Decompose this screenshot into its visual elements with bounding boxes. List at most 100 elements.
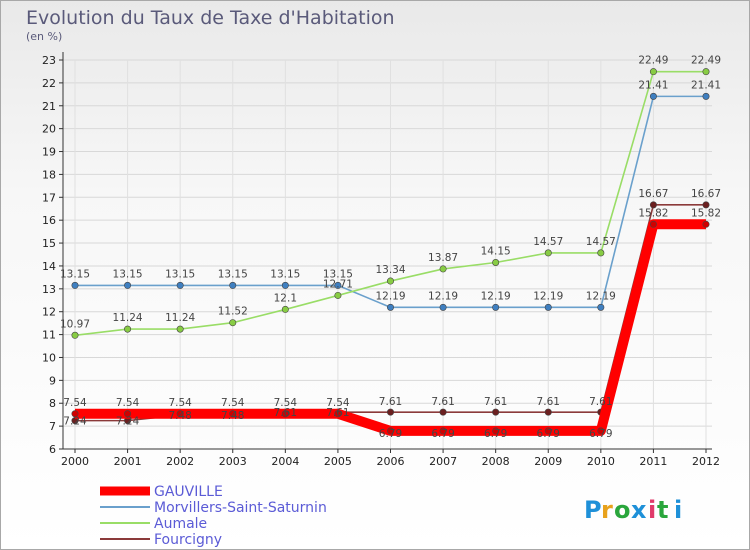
x-tick-label: 2008 xyxy=(482,455,510,468)
data-label: 7.48 xyxy=(168,410,191,422)
data-label: 7.54 xyxy=(221,397,245,409)
data-point xyxy=(439,408,447,416)
data-point xyxy=(386,408,394,416)
data-label: 7.24 xyxy=(116,416,140,428)
y-tick-label: 12 xyxy=(42,306,56,319)
data-point xyxy=(597,427,605,435)
data-label: 11.24 xyxy=(165,312,195,324)
data-label: 6.79 xyxy=(484,428,507,440)
data-point xyxy=(439,427,447,435)
data-point xyxy=(597,303,605,311)
data-point xyxy=(281,410,289,418)
data-label: 12.1 xyxy=(274,292,297,304)
logo-letter: i xyxy=(648,496,656,524)
x-tick-label: 2001 xyxy=(114,455,142,468)
data-label: 6.79 xyxy=(537,428,560,440)
data-label: 12.19 xyxy=(586,290,616,302)
data-point xyxy=(281,281,289,289)
data-point xyxy=(544,427,552,435)
logo-letter: t xyxy=(657,496,668,524)
data-point xyxy=(649,68,657,76)
y-tick-label: 15 xyxy=(42,237,56,250)
data-point xyxy=(386,303,394,311)
data-label: 12.19 xyxy=(375,290,405,302)
data-point xyxy=(176,281,184,289)
data-label: 22.49 xyxy=(638,55,668,67)
axes: 6 7 8 9 10 11 12 13 14 15 16 17 18 19 20 21 22 23 2000 2001… xyxy=(42,52,720,468)
data-point xyxy=(176,325,184,333)
data-point xyxy=(649,92,657,100)
data-label: 7.61 xyxy=(589,396,612,408)
data-point xyxy=(176,410,184,418)
data-point xyxy=(702,92,710,100)
data-label: 7.54 xyxy=(63,397,87,409)
x-tick-label: 2003 xyxy=(219,455,247,468)
y-tick-label: 14 xyxy=(42,260,56,273)
data-label: 14.57 xyxy=(586,236,616,248)
data-point xyxy=(439,303,447,311)
data-point xyxy=(492,259,500,267)
data-point xyxy=(229,281,237,289)
data-point xyxy=(649,201,657,209)
data-label: 14.15 xyxy=(481,246,511,258)
data-label: 15.82 xyxy=(691,207,721,219)
data-label: 13.15 xyxy=(218,268,248,280)
x-tick-label: 2011 xyxy=(639,455,667,468)
data-label: 22.49 xyxy=(691,55,721,67)
data-point xyxy=(71,410,79,418)
legend-label: Morvillers-Saint-Saturnin xyxy=(154,500,327,516)
data-label: 11.24 xyxy=(113,312,143,324)
series xyxy=(71,68,710,436)
data-point xyxy=(281,305,289,313)
y-tick-label: 11 xyxy=(42,329,56,342)
data-point xyxy=(334,281,342,289)
data-label: 7.61 xyxy=(274,407,297,419)
y-tick-label: 21 xyxy=(42,100,56,113)
data-label: 12.19 xyxy=(533,290,563,302)
y-tick-label: 6 xyxy=(49,443,56,456)
data-label: 7.61 xyxy=(431,396,454,408)
data-label: 12.19 xyxy=(428,290,458,302)
data-point xyxy=(386,427,394,435)
logo-letter: x xyxy=(631,496,647,524)
data-point xyxy=(492,427,500,435)
data-label: 13.15 xyxy=(113,268,143,280)
data-label: 7.48 xyxy=(221,410,244,422)
data-point xyxy=(71,331,79,339)
x-tick-label: 2010 xyxy=(587,455,615,468)
y-tick-label: 23 xyxy=(42,54,56,67)
data-label: 7.24 xyxy=(63,416,87,428)
data-point xyxy=(229,319,237,327)
y-tick-label: 17 xyxy=(42,191,56,204)
chart-subtitle: (en %) xyxy=(26,30,62,43)
data-label: 7.61 xyxy=(537,396,560,408)
legend-label: Fourcigny xyxy=(154,532,222,548)
x-tick-label: 2005 xyxy=(324,455,352,468)
data-label: 6.79 xyxy=(589,428,612,440)
data-point xyxy=(124,325,132,333)
x-tick-label: 2006 xyxy=(377,455,405,468)
x-tick-label: 2002 xyxy=(166,455,194,468)
y-tick-label: 9 xyxy=(49,374,56,387)
x-tick-label: 2000 xyxy=(61,455,89,468)
x-tick-label: 2007 xyxy=(429,455,457,468)
data-label: 14.57 xyxy=(533,236,563,248)
x-tick-label: 2004 xyxy=(271,455,299,468)
x-tick-label: 2009 xyxy=(534,455,562,468)
data-point xyxy=(597,249,605,257)
chart-title: Evolution du Taux de Taxe d'Habitation xyxy=(26,7,395,29)
logo-letter: r xyxy=(601,496,613,524)
data-label: 16.67 xyxy=(691,188,721,200)
data-point xyxy=(544,249,552,257)
data-labels: 7.54 7.54 7.54 7.54 7.54 7.54 6.79 6.79 6.79 6.79… xyxy=(60,55,721,440)
y-tick-label: 8 xyxy=(49,397,56,410)
data-point xyxy=(492,303,500,311)
data-label: 7.61 xyxy=(379,396,402,408)
data-label: 7.61 xyxy=(326,407,349,419)
data-point xyxy=(702,68,710,76)
data-point xyxy=(334,291,342,299)
data-label: 13.15 xyxy=(270,268,300,280)
data-label: 7.61 xyxy=(484,396,507,408)
